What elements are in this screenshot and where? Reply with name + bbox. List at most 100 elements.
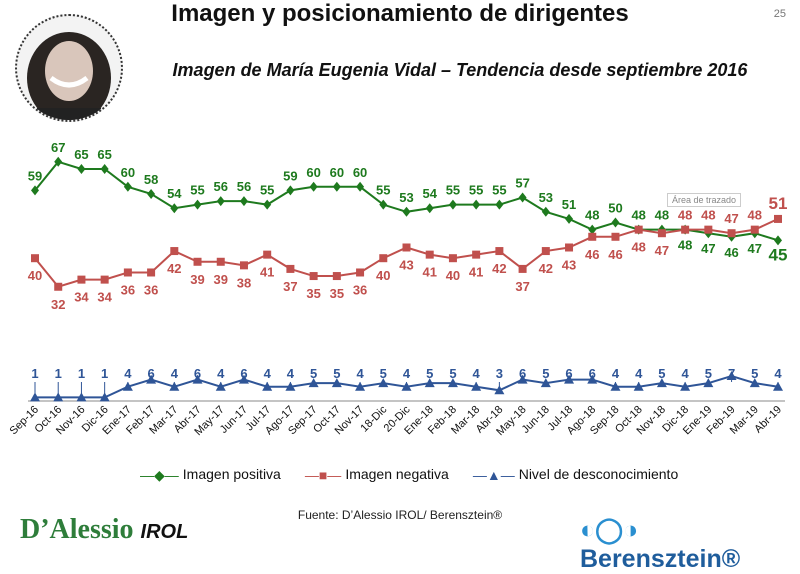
data-point: [262, 381, 273, 391]
source-note: Fuente: D’Alessio IROL/ Berensztein®: [297, 508, 503, 522]
data-label: 35: [330, 286, 344, 301]
data-point: [170, 203, 179, 214]
data-label: 48: [655, 208, 669, 223]
data-point: [540, 378, 551, 388]
data-label: 55: [260, 183, 274, 198]
data-label: 56: [214, 179, 228, 194]
data-label: 6: [194, 366, 201, 381]
data-label: 6: [147, 366, 154, 381]
data-label: 1: [101, 366, 108, 381]
berensztein-logo: ◐◯◑ Berensztein®: [580, 516, 741, 573]
data-label: 53: [539, 190, 553, 205]
data-point: [147, 268, 156, 277]
x-tick-label: Sep-16: [8, 404, 42, 438]
data-label: 40: [446, 268, 460, 283]
data-point: [169, 381, 180, 391]
data-label: 65: [97, 147, 111, 162]
data-label: 60: [330, 165, 344, 180]
data-label: 5: [449, 366, 456, 381]
data-label: 46: [585, 247, 599, 262]
data-point: [541, 206, 550, 217]
data-point: [610, 381, 621, 391]
data-point: [447, 378, 458, 388]
data-point: [495, 199, 504, 210]
data-point: [588, 232, 597, 241]
data-point: [773, 381, 783, 391]
data-label: 55: [469, 183, 483, 198]
data-point: [448, 254, 457, 263]
legend-item-positive: —◆— Imagen positiva: [140, 466, 281, 483]
data-point: [424, 378, 435, 388]
data-point: [750, 225, 759, 234]
data-point: [76, 392, 87, 402]
data-point: [633, 381, 644, 391]
data-label: 42: [539, 261, 553, 276]
data-label: 50: [608, 201, 622, 216]
data-point: [100, 163, 109, 174]
data-point: [286, 264, 295, 273]
data-point: [309, 272, 318, 281]
data-label: 43: [562, 257, 576, 272]
data-point: [425, 250, 434, 259]
data-label: 57: [515, 176, 529, 191]
data-point: [495, 247, 504, 256]
data-point: [77, 275, 86, 284]
data-label: 36: [353, 282, 367, 297]
data-point: [123, 181, 132, 192]
data-point: [30, 392, 40, 402]
data-label: 41: [422, 265, 436, 280]
data-point: [331, 378, 342, 388]
data-label: 7: [728, 366, 735, 381]
data-label: 6: [589, 366, 596, 381]
data-label: 37: [283, 279, 297, 294]
data-label: 40: [376, 268, 390, 283]
data-label: 4: [124, 366, 132, 381]
chart-subtitle: Imagen de María Eugenia Vidal – Tendenci…: [172, 60, 748, 80]
data-label: 56: [237, 179, 251, 194]
data-point: [31, 254, 39, 263]
data-point: [356, 268, 365, 277]
data-label: 40: [28, 268, 42, 283]
data-label: 48: [631, 240, 645, 255]
data-point: [285, 381, 296, 391]
data-point: [379, 199, 388, 210]
data-label: 6: [240, 366, 247, 381]
data-point: [99, 392, 110, 402]
data-point: [54, 282, 63, 291]
data-label: 55: [446, 183, 460, 198]
data-point: [518, 192, 527, 203]
data-label: 5: [751, 366, 758, 381]
data-point: [656, 378, 667, 388]
data-point: [518, 264, 527, 273]
data-point: [355, 381, 366, 391]
data-point: [704, 225, 713, 234]
data-label: 48: [585, 208, 599, 223]
data-point: [401, 381, 412, 391]
data-label: 54: [167, 186, 182, 201]
data-point: [402, 206, 411, 217]
data-label: 4: [635, 366, 643, 381]
data-label: 4: [264, 366, 272, 381]
data-label: 4: [356, 366, 364, 381]
data-point: [308, 378, 319, 388]
data-label: 51: [769, 194, 788, 213]
page-number: 25: [773, 8, 786, 20]
data-label: 4: [217, 366, 225, 381]
legend-item-unknown: —▲— Nivel de desconocimiento: [472, 466, 679, 484]
dalessio-logo: D’Alessio IROL: [20, 514, 189, 545]
data-point: [680, 381, 691, 391]
data-label: 4: [403, 366, 411, 381]
data-point: [216, 257, 225, 266]
data-label: 36: [121, 282, 135, 297]
data-label: 42: [167, 261, 181, 276]
data-label: 36: [144, 282, 158, 297]
data-point: [100, 275, 109, 284]
data-label: 47: [748, 241, 762, 256]
data-point: [31, 185, 39, 196]
data-point: [471, 381, 482, 391]
data-label: 59: [283, 168, 297, 183]
data-label: 55: [376, 183, 390, 198]
data-point: [147, 188, 156, 199]
data-label: 4: [473, 366, 481, 381]
data-label: 48: [748, 208, 762, 223]
